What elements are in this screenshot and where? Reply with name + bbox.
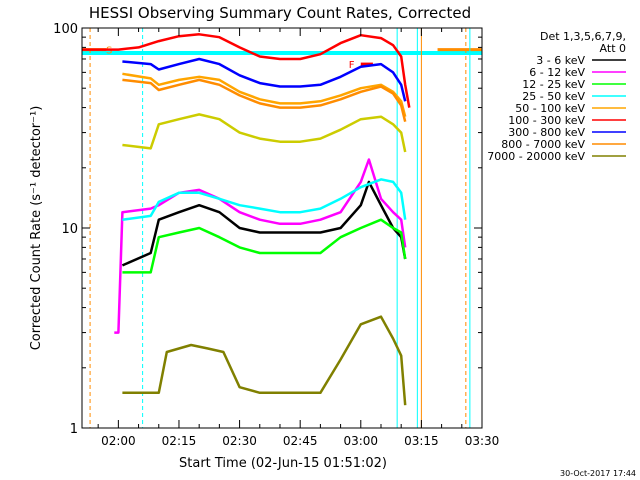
legend-label: 7000 - 20000 keV [487, 150, 585, 163]
saa-flag-label: S [106, 46, 112, 57]
series-line-12-25-kev [122, 220, 405, 273]
timestamp: 30-Oct-2017 17:44 [560, 469, 636, 478]
series-line-300-800-kev [122, 59, 405, 101]
x-tick-label: 02:30 [222, 434, 257, 448]
series-line-50-100-kev [122, 74, 405, 117]
x-tick-label: 03:30 [465, 434, 500, 448]
x-tick-label: 02:45 [283, 434, 318, 448]
x-tick-label: 02:00 [101, 434, 136, 448]
y-tick-label: 10 [61, 222, 78, 237]
x-axis-label: Start Time (02-Jun-15 01:51:02) [179, 456, 387, 471]
y-tick-label: 100 [53, 22, 78, 37]
secondary-trace-0 [122, 114, 405, 152]
y-tick-label: 1 [70, 422, 78, 437]
x-tick-label: 02:15 [162, 434, 197, 448]
plot-area: SF [82, 28, 482, 428]
y-axis-label: Corrected Count Rate (s⁻¹ detector⁻¹) [29, 106, 44, 351]
x-tick-label: 03:15 [404, 434, 439, 448]
legend-header-line2: Att 0 [600, 42, 626, 55]
chart-title: HESSI Observing Summary Count Rates, Cor… [89, 4, 471, 22]
series-line-7000-20000-kev [122, 317, 405, 406]
plot-frame [82, 28, 482, 428]
count-rate-chart: HESSI Observing Summary Count Rates, Cor… [0, 0, 640, 480]
x-tick-label: 03:00 [343, 434, 378, 448]
